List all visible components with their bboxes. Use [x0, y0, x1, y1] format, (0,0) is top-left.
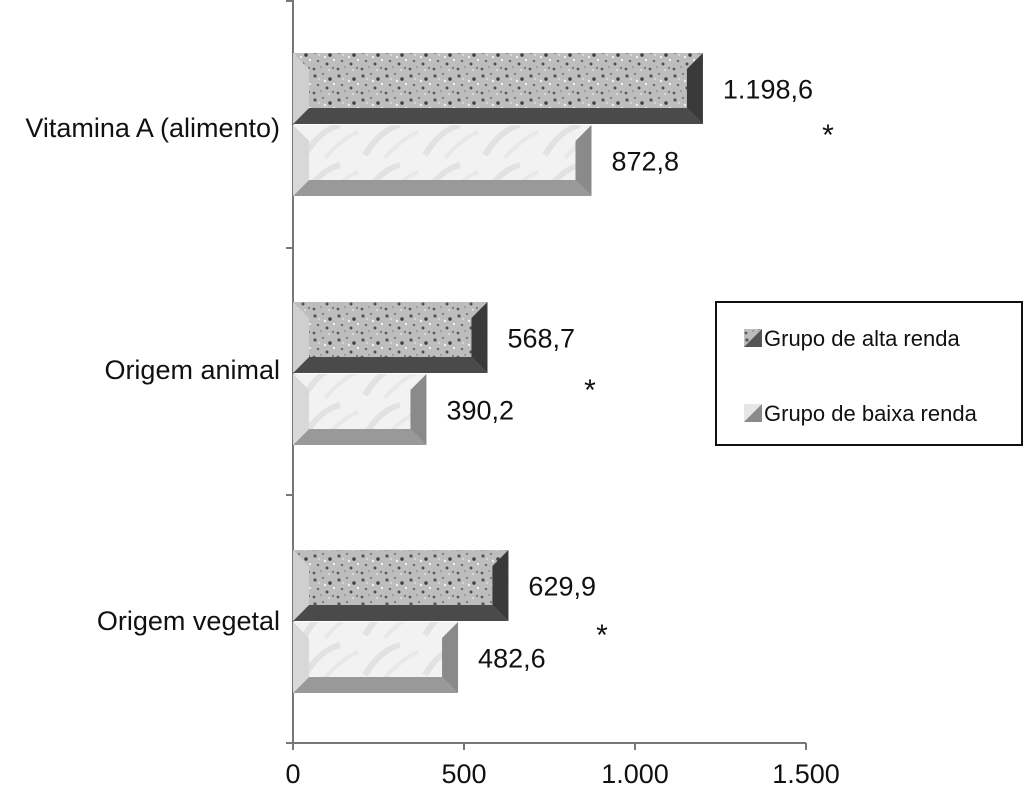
x-tick-label: 1.500	[772, 759, 840, 789]
bar-low-income	[293, 622, 459, 693]
legend-label: Grupo de alta renda	[764, 326, 960, 351]
significance-marker: *	[584, 374, 596, 407]
legend-swatch-high-income	[744, 329, 762, 347]
significance-marker: *	[596, 619, 608, 652]
category-label: Origem vegetal	[97, 606, 280, 636]
x-tick-label: 0	[285, 759, 300, 789]
legend-label: Grupo de baixa renda	[764, 401, 978, 426]
bar-high-income	[293, 550, 509, 621]
category-label: Origem animal	[104, 355, 280, 385]
data-label: 1.198,6	[723, 75, 813, 105]
data-label: 872,8	[611, 147, 679, 177]
legend: Grupo de alta renda Grupo de baixa renda	[715, 301, 1023, 446]
data-label: 568,7	[507, 324, 575, 354]
x-tick-label: 500	[441, 759, 486, 789]
data-label: 390,2	[446, 396, 514, 426]
bar-high-income	[293, 53, 703, 124]
bar-low-income	[293, 125, 592, 196]
data-label: 629,9	[528, 572, 596, 602]
legend-box	[715, 301, 1023, 446]
data-label: 482,6	[478, 644, 546, 674]
legend-swatch-low-income	[744, 404, 762, 422]
bar-high-income	[293, 302, 488, 373]
category-label: Vitamina A (alimento)	[25, 113, 280, 143]
significance-marker: *	[822, 119, 834, 152]
x-tick-label: 1.000	[601, 759, 669, 789]
bar-low-income	[293, 374, 427, 445]
